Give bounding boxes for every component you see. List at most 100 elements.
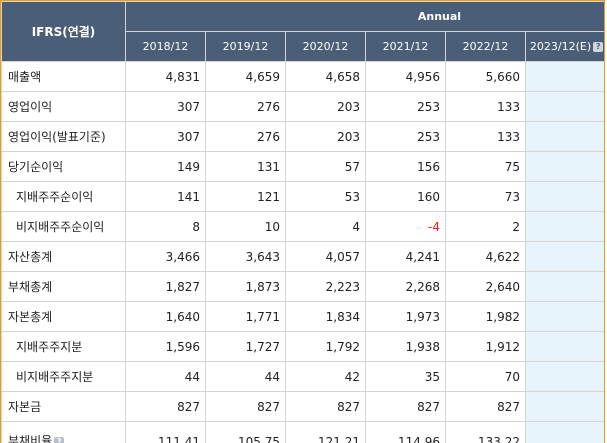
value-cell: 156 <box>365 151 446 182</box>
value-cell: 4,057 <box>285 241 366 272</box>
table-row: 자본금 827 827 827 827 827 <box>1 391 604 422</box>
column-header-2018: 2018/12 <box>125 31 206 62</box>
value-cell: 4,831 <box>125 61 206 92</box>
value-cell: 160 <box>365 181 446 212</box>
value-cell: 141 <box>125 181 206 212</box>
estimate-cell <box>524 361 604 392</box>
value-cell: 149 <box>125 151 206 182</box>
table-row: 영업이익(발표기준) 307 276 203 253 133 <box>1 121 604 152</box>
row-label: 비지배주주지분 <box>1 361 126 392</box>
help-icon[interactable]: ? <box>54 437 65 443</box>
value-cell: 1,771 <box>205 301 286 332</box>
row-label-text: 영업이익 <box>8 100 53 114</box>
estimate-cell <box>524 61 604 92</box>
row-label: 영업이익(발표기준) <box>1 121 126 152</box>
row-label-text: 지배주주순이익 <box>16 190 94 204</box>
value-cell: 35 <box>365 361 446 392</box>
value-cell: 121 <box>205 181 286 212</box>
value-cell: 73 <box>445 181 526 212</box>
value-cell: 307 <box>125 121 206 152</box>
estimate-cell <box>524 331 604 362</box>
row-label: 지배주주지분 <box>1 331 126 362</box>
value-cell: 131 <box>205 151 286 182</box>
value-cell: 10 <box>205 211 286 242</box>
row-label: 자본금 <box>1 391 126 422</box>
row-label: 자본총계 <box>1 301 126 332</box>
row-label-text: 자본금 <box>8 400 42 414</box>
value-cell: 133 <box>445 91 526 122</box>
value-cell: 827 <box>205 391 286 422</box>
table-row: 부채비율? 111.41 105.75 121.21 114.96 133.22 <box>1 421 604 443</box>
row-label: 자산총계 <box>1 241 126 272</box>
row-label-text: 영업이익(발표기준) <box>8 130 106 144</box>
value-cell: 75 <box>445 151 526 182</box>
estimate-cell <box>524 271 604 302</box>
value-cell: 2 <box>445 211 526 242</box>
value-cell: 203 <box>285 91 366 122</box>
value-cell: 53 <box>285 181 366 212</box>
row-label: 지배주주순이익 <box>1 181 126 212</box>
row-label-text: 자본총계 <box>8 310 53 324</box>
value-cell: 253 <box>365 121 446 152</box>
help-icon[interactable]: ? <box>593 42 604 52</box>
row-label: 부채총계 <box>1 271 126 302</box>
value-cell: 4,659 <box>205 61 286 92</box>
table-row: 영업이익 307 276 203 253 133 <box>1 91 604 122</box>
value-cell: 1,727 <box>205 331 286 362</box>
value-cell: 8 <box>125 211 206 242</box>
value-cell: 133 <box>445 121 526 152</box>
row-label: 영업이익 <box>1 91 126 122</box>
value-cell: 4,622 <box>445 241 526 272</box>
value-cell: 5,660 <box>445 61 526 92</box>
estimate-cell <box>524 91 604 122</box>
table-row: 자본총계 1,640 1,771 1,834 1,973 1,982 <box>1 301 604 332</box>
estimate-cell <box>524 241 604 272</box>
column-header-2023-estimate: 2023/12(E)? <box>524 31 604 62</box>
value-cell: 2,223 <box>285 271 366 302</box>
value-cell: 44 <box>125 361 206 392</box>
value-cell: 1,834 <box>285 301 366 332</box>
estimate-cell <box>524 211 604 242</box>
row-label-text: 비지배주주지분 <box>16 370 94 384</box>
value-cell: 1,938 <box>365 331 446 362</box>
table-row: 매출액 4,831 4,659 4,658 4,956 5,660 <box>1 61 604 92</box>
value-cell: 1,973 <box>365 301 446 332</box>
value-cell: 307 <box>125 91 206 122</box>
value-cell: 203 <box>285 121 366 152</box>
row-label-text: 매출액 <box>8 70 42 84</box>
value-cell: 111.41 <box>125 421 206 443</box>
value-cell: 276 <box>205 91 286 122</box>
table-row: 당기순이익 149 131 57 156 75 <box>1 151 604 182</box>
value-cell: -4 <box>365 211 446 242</box>
estimate-cell <box>524 421 604 443</box>
value-cell: 4,241 <box>365 241 446 272</box>
column-header-2021: 2021/12 <box>365 31 446 62</box>
row-label: 매출액 <box>1 61 126 92</box>
value-cell: 44 <box>205 361 286 392</box>
estimate-cell <box>524 301 604 332</box>
table-row: 지배주주지분 1,596 1,727 1,792 1,938 1,912 <box>1 331 604 362</box>
table-row: 비지배주주순이익 8 10 4 -4 2 <box>1 211 604 242</box>
corner-header: IFRS(연결) <box>1 1 126 62</box>
value-cell: 1,982 <box>445 301 526 332</box>
estimate-cell <box>524 391 604 422</box>
value-cell: 1,827 <box>125 271 206 302</box>
estimate-cell <box>524 121 604 152</box>
row-label-text: 부채비율 <box>8 434 53 443</box>
value-cell: 2,268 <box>365 271 446 302</box>
row-label-text: 부채총계 <box>8 280 53 294</box>
value-cell: 105.75 <box>205 421 286 443</box>
row-label-text: 비지배주주순이익 <box>16 220 105 234</box>
table-row: 자산총계 3,466 3,643 4,057 4,241 4,622 <box>1 241 604 272</box>
value-cell: 3,643 <box>205 241 286 272</box>
estimate-cell <box>524 181 604 212</box>
value-cell: 114.96 <box>365 421 446 443</box>
value-cell: 253 <box>365 91 446 122</box>
value-cell: 827 <box>365 391 446 422</box>
table-row: 지배주주순이익 141 121 53 160 73 <box>1 181 604 212</box>
column-header-2022: 2022/12 <box>445 31 526 62</box>
value-cell: 2,640 <box>445 271 526 302</box>
value-cell: 57 <box>285 151 366 182</box>
